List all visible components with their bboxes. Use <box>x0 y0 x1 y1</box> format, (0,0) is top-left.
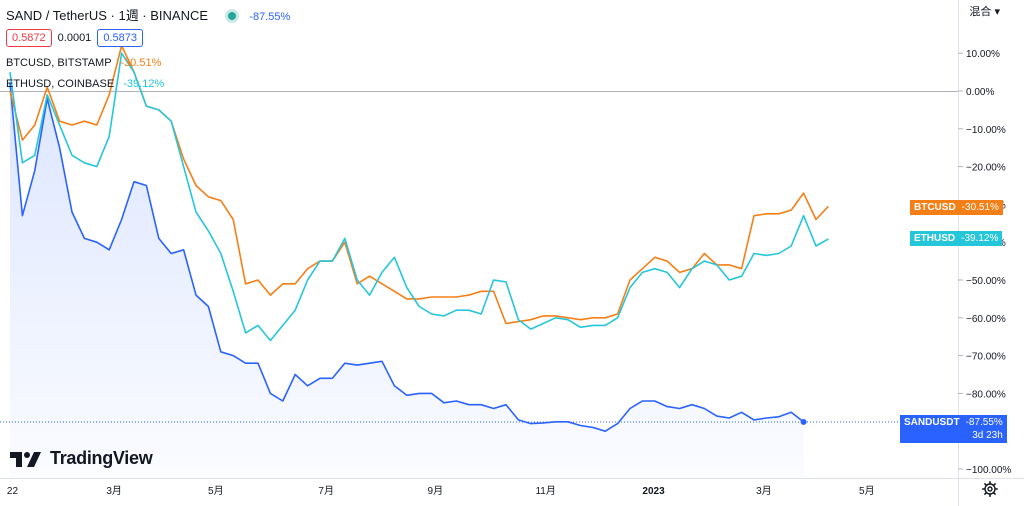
x-tick-label: 3月 <box>106 485 122 497</box>
ethusd-badge-value: -39.12% <box>961 233 999 244</box>
x-tick-label: 9月 <box>428 485 444 497</box>
bar-countdown: 3d 23h <box>972 430 1003 441</box>
legend-ethusd-label: ETHUSD, COINBASE <box>6 78 115 90</box>
tradingview-brand: TradingView <box>50 448 153 468</box>
y-tick-label: −80.00% <box>966 389 1006 400</box>
legend-ethusd[interactable]: ETHUSD, COINBASE -39.12% <box>6 78 164 90</box>
tradingview-logo[interactable]: TradingView <box>10 448 153 469</box>
x-axis-labels: 22 3月 5月 7月 9月 11月 2023 3月 5月 <box>7 485 875 497</box>
plot-area <box>0 44 958 478</box>
btcusd-badge-value: -30.51% <box>961 202 999 213</box>
sandusdt-line[interactable] <box>9 83 805 432</box>
sandusdt-axis-badge: SANDUSDT -87.55% 3d 23h <box>900 415 1007 443</box>
x-tick-label: 22 <box>7 486 19 497</box>
ethusd-badge-name: ETHUSD <box>914 233 956 244</box>
symbol-title[interactable]: SAND / TetherUS · 1週 · BINANCE <box>6 8 209 23</box>
y-tick-label: 0.00% <box>966 87 994 98</box>
settings-gear-icon[interactable] <box>982 481 998 497</box>
btcusd-axis-badge: BTCUSD -30.51% <box>910 200 1003 215</box>
y-tick-label: −10.00% <box>966 125 1006 136</box>
legend-ethusd-value: -39.12% <box>123 78 165 90</box>
y-axis-labels: 10.00%0.00%−10.00%−20.00%−30.00%−40.00%−… <box>958 49 1011 476</box>
y-tick-label: 10.00% <box>966 49 1000 60</box>
sandusdt-last-point <box>800 418 807 425</box>
spread-value: 0.0001 <box>57 32 92 44</box>
x-tick-label: 11月 <box>535 485 555 497</box>
x-tick-label: 5月 <box>208 485 224 497</box>
chart-header: SAND / TetherUS · 1週 · BINANCE -87.55% <box>6 5 290 24</box>
ethusd-axis-badge: ETHUSD -39.12% <box>910 231 1003 246</box>
x-tick-label: 3月 <box>756 485 772 497</box>
header-change: -87.55% <box>249 11 291 23</box>
legend-btcusd-label: BTCUSD, BITSTAMP <box>6 57 112 69</box>
scale-mode-button[interactable]: 混合 ▾ <box>969 6 1000 18</box>
y-tick-label: −60.00% <box>966 314 1006 325</box>
x-tick-label: 5月 <box>859 485 875 497</box>
y-tick-label: −70.00% <box>966 352 1006 363</box>
price-row: 0.5872 0.0001 0.5873 <box>6 29 143 47</box>
ask-price-button[interactable]: 0.5873 <box>97 29 143 47</box>
x-tick-label: 7月 <box>318 485 334 497</box>
sandusdt-badge-value: -87.55% <box>965 417 1003 428</box>
ethusd-line[interactable] <box>9 52 829 342</box>
y-tick-label: −100.00% <box>966 465 1011 476</box>
y-tick-label: −20.00% <box>966 163 1006 174</box>
x-tick-label: 2023 <box>642 486 665 497</box>
sandusdt-area <box>10 83 804 478</box>
legend-btcusd[interactable]: BTCUSD, BITSTAMP -30.51% <box>6 57 161 69</box>
btcusd-badge-name: BTCUSD <box>914 202 956 213</box>
market-open-dot-icon <box>227 12 236 21</box>
y-tick-label: −50.00% <box>966 276 1006 287</box>
tradingview-logo-icon <box>10 451 41 467</box>
legend-btcusd-value: -30.51% <box>120 57 162 69</box>
bid-price-button[interactable]: 0.5872 <box>6 29 52 47</box>
sandusdt-badge-name: SANDUSDT <box>904 417 960 428</box>
